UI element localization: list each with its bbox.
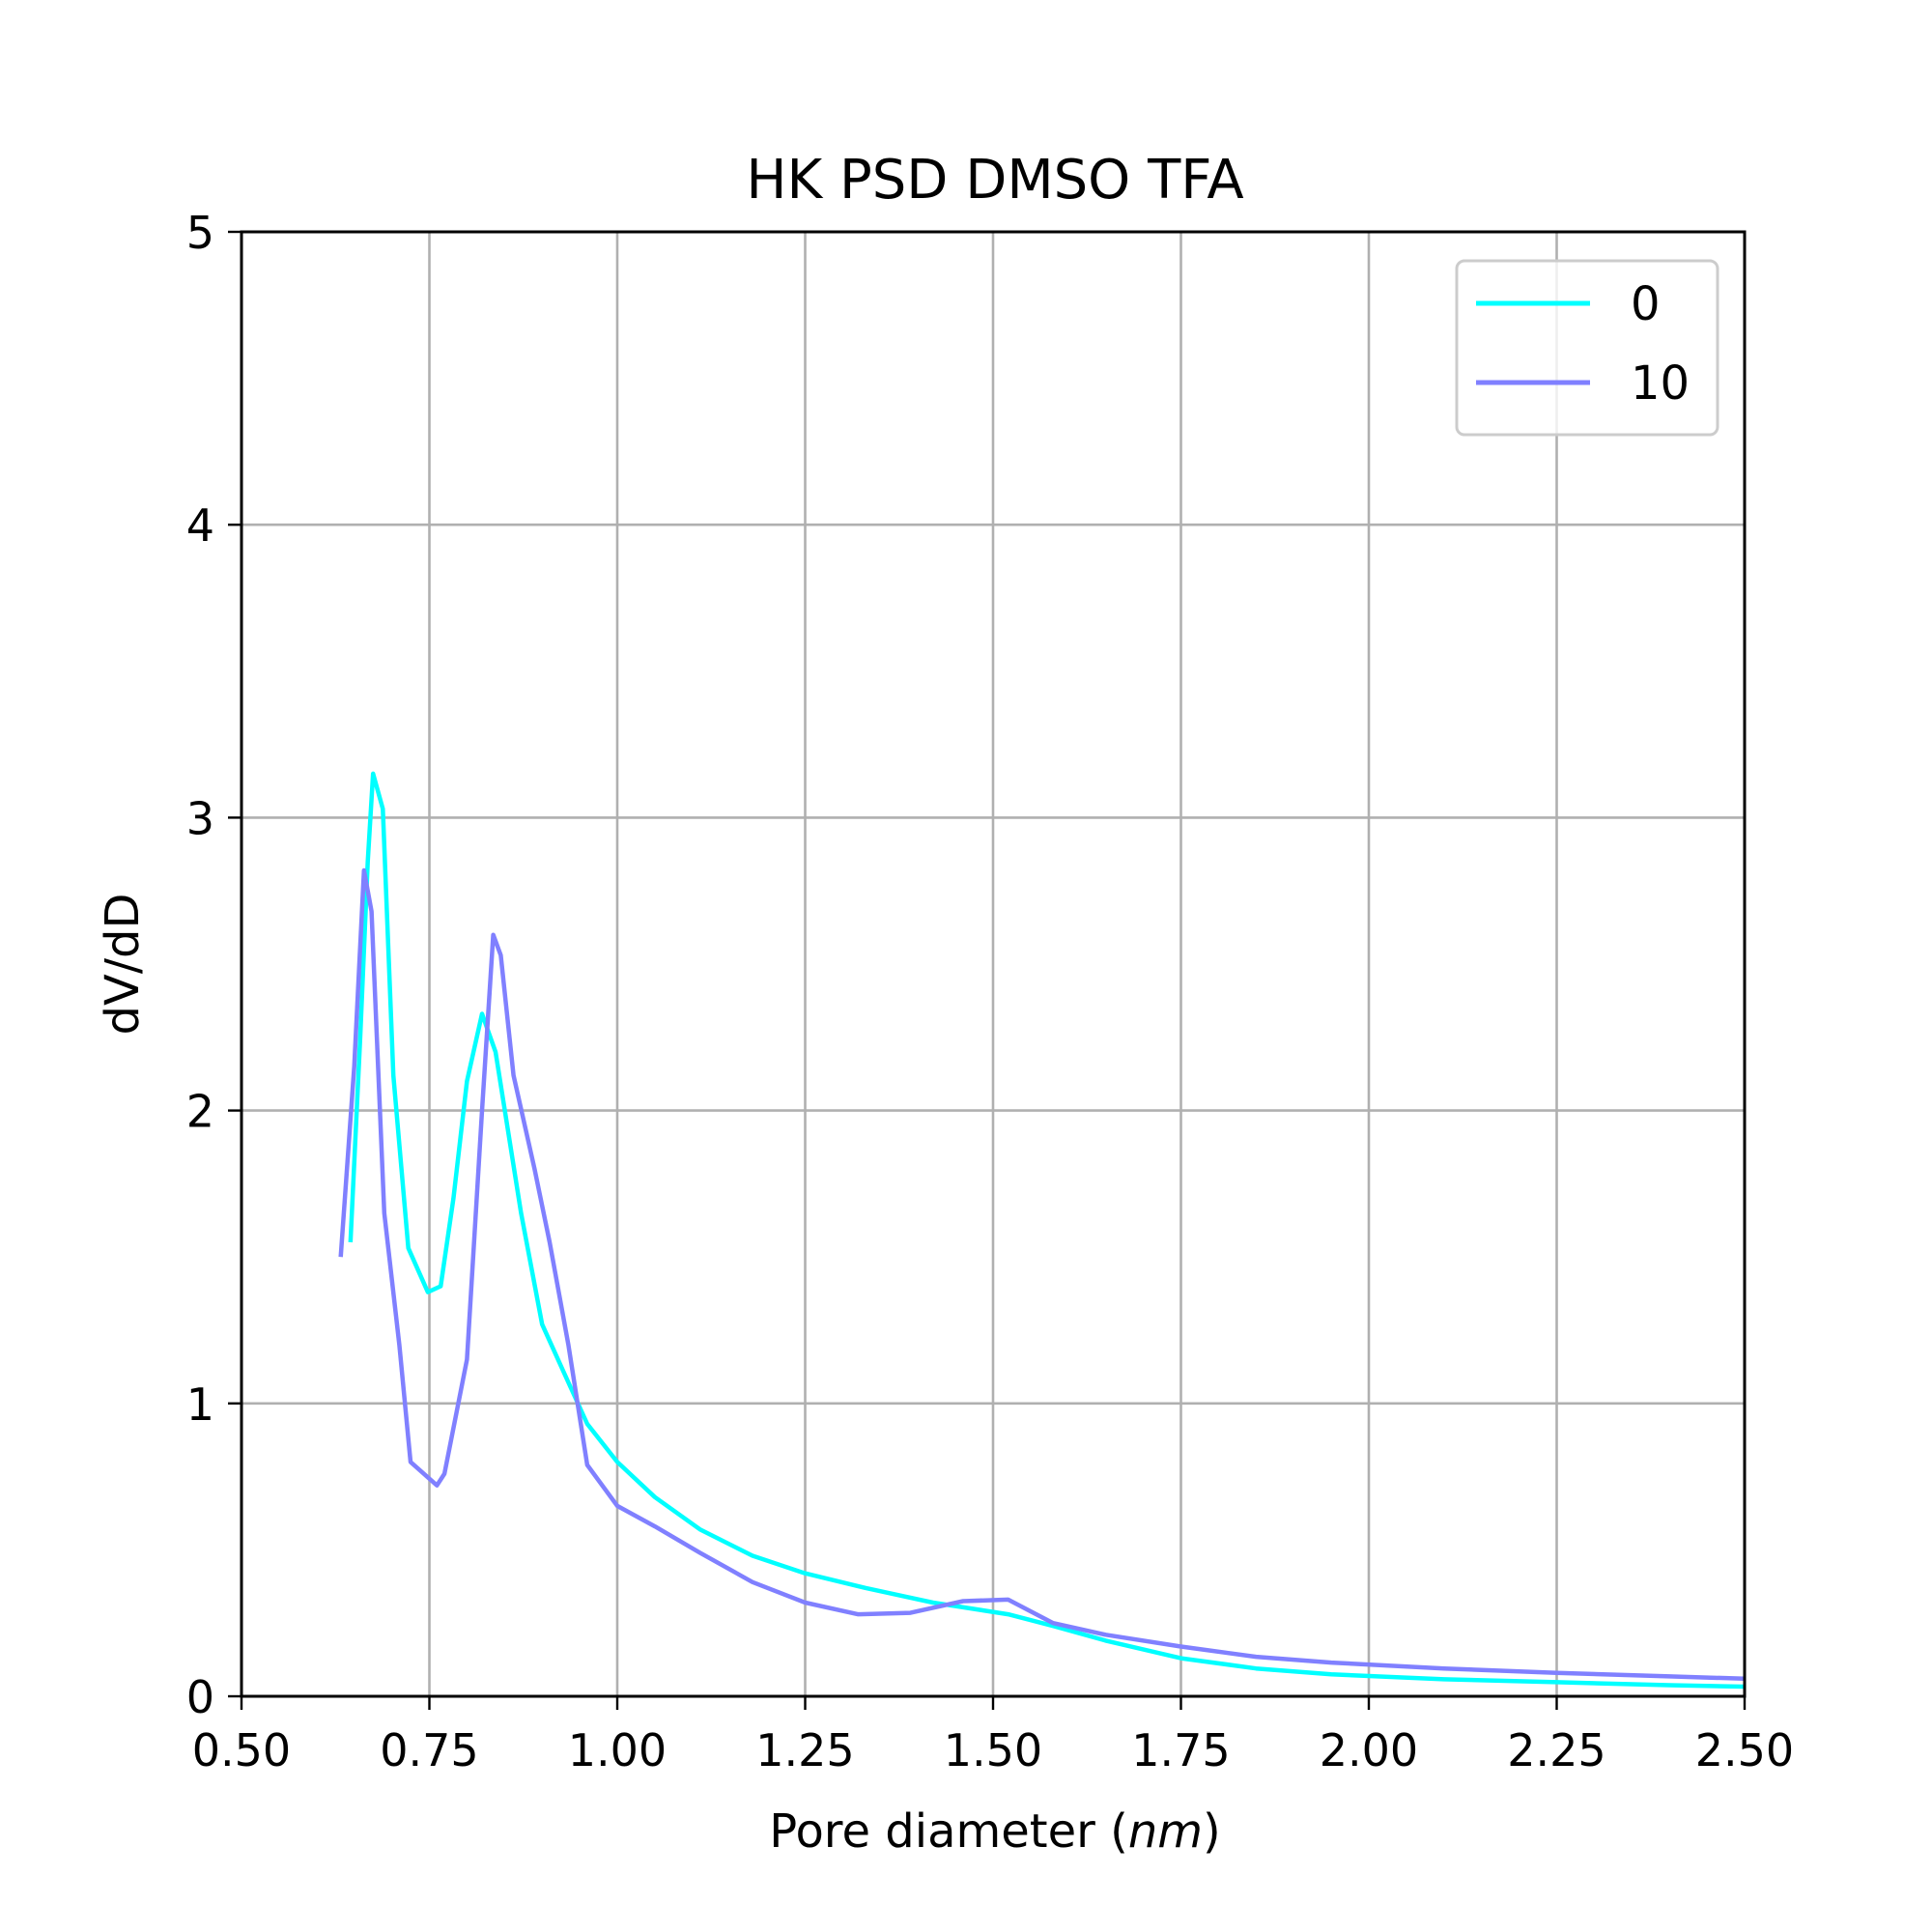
x-tick-label: 0.50 (192, 1724, 291, 1776)
y-tick-label: 4 (186, 499, 214, 552)
x-tick-label: 0.75 (380, 1724, 478, 1776)
x-tick-label: 1.25 (755, 1724, 854, 1776)
series-line-10 (338, 867, 1746, 1682)
x-tick-label: 1.50 (944, 1724, 1042, 1776)
y-tick-label: 1 (186, 1378, 214, 1431)
x-tick-label: 2.50 (1695, 1724, 1794, 1776)
grid (240, 230, 1747, 1698)
legend-label-series-0: 0 (1631, 277, 1661, 331)
y-tick-label: 2 (186, 1086, 214, 1138)
x-tick-label: 1.75 (1131, 1724, 1230, 1776)
series-layer (338, 771, 1746, 1690)
x-tick-label: 2.25 (1507, 1724, 1605, 1776)
legend-label-series-10: 10 (1631, 356, 1690, 411)
series-line-0 (348, 771, 1746, 1690)
legend: 0 10 (1455, 259, 1719, 437)
ticks: 0.50 0.75 1.00 1.25 1.50 1.75 2.00 2.25 2.50 0 1 2 3… (186, 207, 1794, 1776)
y-tick-label: 0 (186, 1671, 214, 1723)
y-tick-label: 5 (186, 207, 214, 259)
x-axis-label: Pore diameter (nm) (769, 1804, 1221, 1859)
y-axis-label: dV/dD (96, 894, 150, 1036)
x-tick-label: 1.00 (568, 1724, 667, 1776)
y-tick-label: 3 (186, 792, 214, 844)
chart-title: HK PSD DMSO TFA (746, 149, 1243, 212)
x-tick-label: 2.00 (1320, 1724, 1418, 1776)
